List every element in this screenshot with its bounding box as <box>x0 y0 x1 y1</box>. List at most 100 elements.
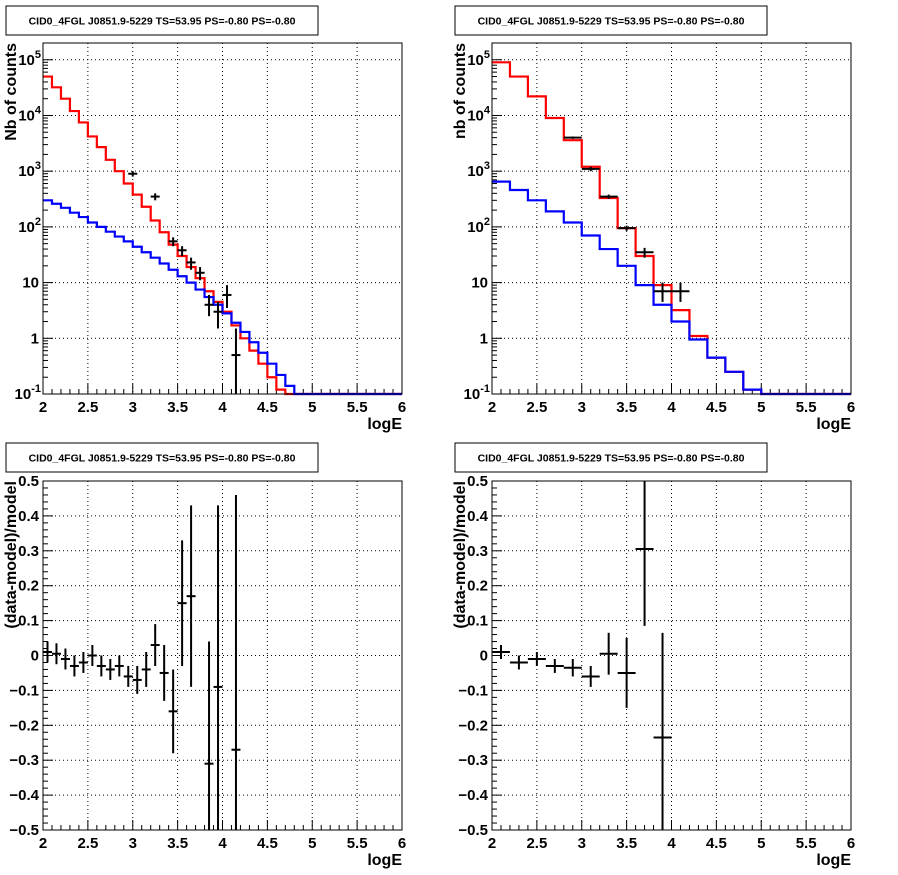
data-point <box>563 136 582 139</box>
data-point <box>96 655 106 677</box>
data-point <box>545 658 564 673</box>
data-point <box>231 328 241 394</box>
data-point <box>195 267 205 281</box>
data-point <box>177 246 187 257</box>
x-tick-label: 2 <box>39 399 47 416</box>
panel-title: CID0_4FGL J0851.9-5229 TS=53.95 PS=-0.80… <box>29 16 296 28</box>
y-tick-label: −0.5 <box>458 822 488 839</box>
data-point <box>150 624 160 666</box>
x-axis-label: logE <box>367 416 402 433</box>
x-tick-label: 2 <box>488 399 496 416</box>
y-tick-label: 0.1 <box>467 613 488 630</box>
x-tick-label: 2.5 <box>526 399 547 416</box>
x-tick-label: 5 <box>757 399 765 416</box>
x-tick-label: 4.5 <box>257 835 278 852</box>
title-box <box>5 5 319 36</box>
y-tick-label: −0.3 <box>458 752 488 769</box>
y-tick-label: 0.5 <box>467 473 488 490</box>
data-point <box>599 194 618 199</box>
x-tick-label: 2.5 <box>526 835 547 852</box>
title-box <box>454 442 768 473</box>
data-point <box>653 632 672 830</box>
data-point <box>168 237 178 247</box>
data-point <box>132 665 142 694</box>
panel-title: CID0_4FGL J0851.9-5229 TS=53.95 PS=-0.80… <box>478 16 745 28</box>
x-tick-label: 4.5 <box>706 835 727 852</box>
title-box <box>5 442 319 473</box>
x-tick-label: 6 <box>847 399 855 416</box>
data-point <box>51 643 61 665</box>
x-tick-label: 5.5 <box>796 835 817 852</box>
x-tick-label: 5 <box>308 835 316 852</box>
y-tick-label: 103 <box>18 160 41 180</box>
panel-2: 2 2.5 3 3.5 4 4.5 5 5.5 6 10-1 1 10 102 103 104 105 logE… <box>452 5 855 433</box>
panel-1: 2 2.5 3 3.5 4 4.5 5 5.5 6 10-1 1 10 102 103 104 105 logE… <box>3 5 406 433</box>
y-tick-label: 10-1 <box>15 383 41 403</box>
data-point <box>231 494 241 830</box>
y-axis-label: nb of counts <box>452 43 469 139</box>
x-tick-label: 3.5 <box>616 399 637 416</box>
y-tick-label: 0.2 <box>467 578 488 595</box>
x-tick-label: 2.5 <box>77 399 98 416</box>
plot-frame-border <box>491 480 852 831</box>
y-tick-label: 105 <box>467 49 490 69</box>
data-point <box>78 652 88 673</box>
panel-4: 2 2.5 3 3.5 4 4.5 5 5.5 6 −0.5 −0.4 −0.3 −0.2 −0.1 0 0.… <box>452 442 855 869</box>
x-tick-label: 5.5 <box>347 835 368 852</box>
y-tick-label: −0.4 <box>458 787 488 804</box>
y-tick-label: 0 <box>480 648 488 665</box>
data-point <box>671 282 690 302</box>
y-tick-label: −0.1 <box>458 682 488 699</box>
data-point <box>617 638 636 708</box>
data-point <box>204 641 214 830</box>
x-tick-label: 6 <box>398 835 406 852</box>
x-tick-label: 5.5 <box>347 399 368 416</box>
x-tick-label: 4 <box>218 399 227 416</box>
y-axis-label: Nb of counts <box>3 43 20 141</box>
y-tick-label: 0 <box>31 648 39 665</box>
data-point <box>581 665 600 687</box>
model-source-histogram <box>492 180 851 396</box>
x-tick-label: 4.5 <box>706 399 727 416</box>
y-tick-label: −0.5 <box>9 822 39 839</box>
x-tick-label: 2.5 <box>77 835 98 852</box>
y-tick-label: 10 <box>22 275 39 292</box>
data-point <box>527 652 546 666</box>
data-point <box>492 645 510 659</box>
data-point <box>105 658 115 680</box>
data-point <box>204 294 214 317</box>
data-point <box>635 247 654 258</box>
y-tick-label: −0.1 <box>9 682 39 699</box>
panel-title: CID0_4FGL J0851.9-5229 TS=53.95 PS=-0.80… <box>478 453 745 465</box>
y-tick-label: 0.2 <box>18 578 39 595</box>
y-tick-label: 104 <box>467 104 491 124</box>
data-point <box>509 655 528 670</box>
data-point <box>150 193 160 201</box>
y-tick-label: 0.1 <box>18 613 39 630</box>
x-axis-label: logE <box>816 852 851 869</box>
data-point <box>653 282 672 302</box>
y-tick-label: 0.4 <box>467 508 489 525</box>
plot-frame-border <box>491 42 852 395</box>
x-tick-label: 4 <box>667 399 676 416</box>
plot-frame-border <box>42 42 403 395</box>
y-tick-label: 0.3 <box>18 543 39 560</box>
y-tick-label: −0.2 <box>9 717 39 734</box>
data-point <box>87 645 97 666</box>
x-tick-label: 2 <box>488 835 496 852</box>
data-point <box>222 285 232 308</box>
x-tick-label: 2 <box>39 835 47 852</box>
y-tick-label: −0.3 <box>9 752 39 769</box>
plot-frame-border <box>42 480 403 831</box>
data-point <box>69 655 79 677</box>
y-tick-label: 102 <box>467 216 490 236</box>
plot-frame <box>491 480 852 831</box>
data-point <box>213 505 223 830</box>
x-tick-label: 4 <box>667 835 676 852</box>
data-point <box>186 257 196 270</box>
data-point <box>123 665 133 687</box>
y-axis-label: (data-model)/model <box>452 481 469 629</box>
data-point <box>141 652 151 687</box>
y-tick-label: 0.4 <box>18 508 40 525</box>
